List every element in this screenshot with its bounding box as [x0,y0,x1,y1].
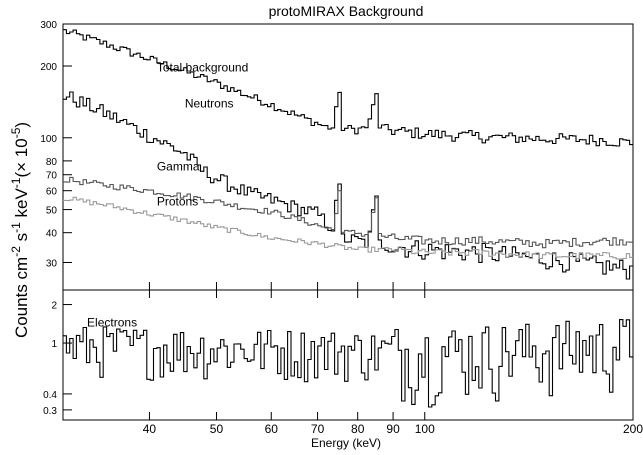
gamma-series-line [63,176,633,249]
total-background-series-line [63,29,633,147]
y-tick-label: 50 [46,206,58,217]
top-panel-axes: 30 40 50 60 70 80 100 200 300 [40,20,72,269]
y-tick-label: 200 [40,62,57,73]
bottom-panel-series: Electrons [63,315,633,408]
electrons-series-line [63,319,633,408]
top-panel-series: Total background Neutrons Gamma Protons [63,29,633,280]
y-tick-label: 0.3 [43,406,57,417]
y-tick-label: 60 [46,187,58,198]
x-tick-label: 60 [265,422,279,436]
bottom-panel-frame [62,289,634,421]
y-tick-label: 1 [51,339,57,350]
y-tick-label: 100 [40,134,57,145]
y-axis-label: Counts cm-2 s-1 keV-1(× 10-5) [9,122,31,338]
x-axis: 40 50 60 70 80 90 100 200 [143,282,643,436]
x-tick-label: 70 [311,422,325,436]
x-tick-label: 40 [143,422,157,436]
x-axis-label: Energy (keV) [311,436,381,450]
bottom-panel-axes: 0.3 0.4 1 2 [43,301,72,417]
x-tick-label: 90 [386,422,400,436]
total-background-series-label: Total background [157,60,248,74]
y-tick-label: 2 [51,301,57,312]
electrons-series-label: Electrons [87,315,137,329]
x-tick-label: 100 [415,422,435,436]
x-tick-label: 80 [351,422,365,436]
x-tick-label: 50 [210,422,224,436]
protons-series-label: Protons [157,195,198,209]
x-tick-label: 200 [623,422,643,436]
y-tick-label: 70 [46,171,58,182]
gamma-series-label: Gamma [157,159,200,173]
neutrons-series-label: Neutrons [185,96,234,110]
top-panel-frame [62,23,634,291]
y-tick-label: 300 [40,20,57,31]
neutrons-series-line [63,91,633,280]
protons-series-line [63,196,633,260]
y-tick-label: 80 [46,157,58,168]
y-tick-label: 0.4 [43,390,57,401]
svg-text:Counts cm-2 s-1 keV-1(× 10-5): Counts cm-2 s-1 keV-1(× 10-5) [9,122,31,338]
y-tick-label: 30 [46,258,58,269]
chart-title: protoMIRAX Background [269,3,424,19]
y-tick-label: 40 [46,229,58,240]
